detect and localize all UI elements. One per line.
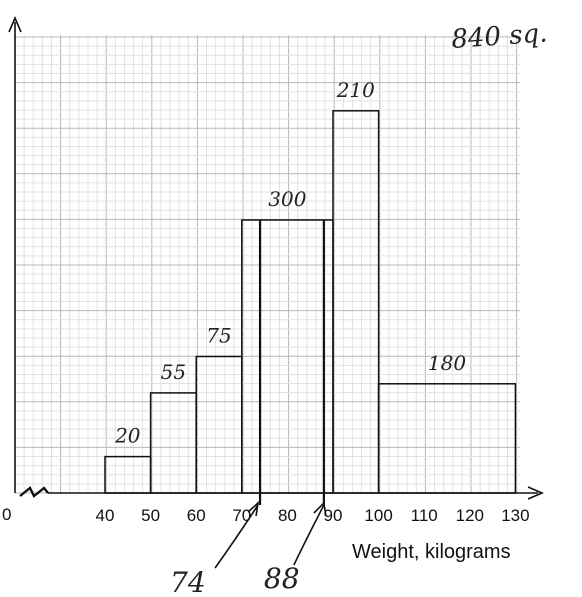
x-tick-label: 50 [141,506,160,525]
x-axis-arrow [527,486,545,500]
pointer-arrowhead [247,500,260,517]
marker-lines [214,220,327,569]
bar-frequency-label: 75 [206,324,231,348]
bar-labels: 74 88 20 55 75 300 210 180 [114,78,466,597]
x-tick-labels: 40 50 60 70 80 90 100 110 120 130 [96,506,530,525]
marker-label: 88 [264,562,300,595]
pointer-arrow [214,504,259,569]
bar-frequency-label: 210 [336,78,375,102]
histogram-bar [377,383,517,494]
bar-frequency-label: 180 [428,351,466,375]
x-tick-label: 60 [187,506,206,525]
origin-label: 0 [2,505,11,524]
x-tick-label: 90 [324,506,343,525]
axis-break-mark [19,486,49,498]
x-tick-label: 120 [456,506,484,525]
x-tick-label: 80 [278,506,297,525]
x-tick-label: 40 [96,506,115,525]
marker-label: 74 [170,566,206,597]
histogram-bar [195,355,243,494]
pointer-arrow [293,504,325,566]
bar-frequency-label: 300 [268,187,306,211]
x-tick-label: 70 [232,506,251,525]
pointer-arrowhead [313,501,327,517]
bar-frequency-label: 20 [114,424,141,448]
bar-frequency-label: 55 [161,360,186,384]
grid [14,35,520,494]
total-annotation: 840 sq. [450,18,548,55]
histogram-bar [332,110,380,494]
histogram-bar [149,392,197,494]
x-tick-label: 100 [364,506,392,525]
x-tick-label: 110 [411,506,438,525]
y-axis-arrow [8,15,22,33]
bars [104,110,517,494]
x-axis-label: Weight, kilograms [352,541,511,563]
x-tick-label: 130 [501,506,529,525]
